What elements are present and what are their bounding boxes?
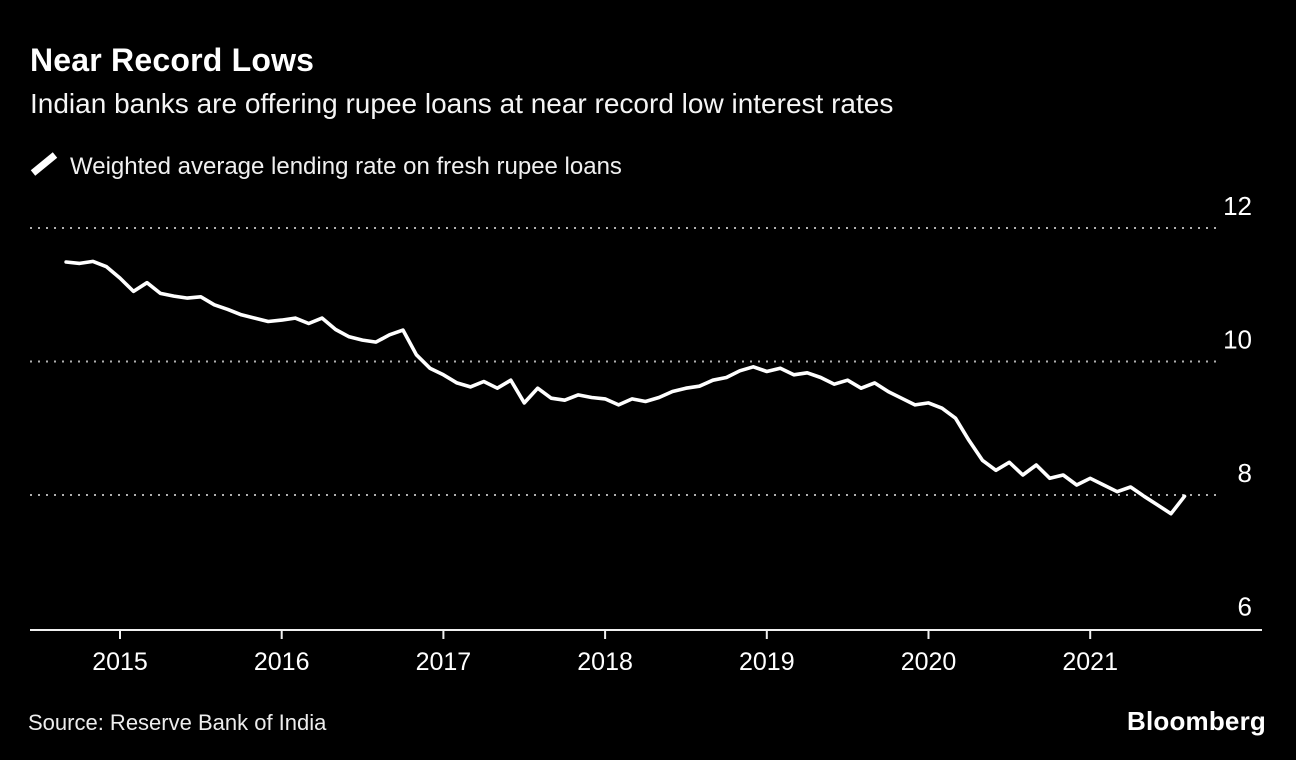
x-axis-label-2020: 2020 [901, 648, 957, 676]
y-axis-label-12: 12 [1223, 191, 1252, 221]
x-axis-label-2016: 2016 [254, 648, 310, 676]
y-axis-label-10: 10 [1223, 325, 1252, 355]
legend: Weighted average lending rate on fresh r… [30, 152, 622, 181]
x-axis-label-2019: 2019 [739, 648, 795, 676]
source-note: Source: Reserve Bank of India [28, 710, 327, 735]
y-axis-label-8: 8 [1238, 458, 1252, 488]
bloomberg-logo: Bloomberg [1126, 706, 1266, 736]
x-axis-label-2017: 2017 [416, 648, 472, 676]
x-axis-label-2018: 2018 [577, 648, 633, 676]
lending-rate-line-series [64, 259, 1187, 516]
y-axis-label-6: 6 [1238, 592, 1252, 622]
x-axis-label-2021: 2021 [1062, 648, 1118, 676]
chart-subtitle: Indian banks are offering rupee loans at… [30, 88, 894, 119]
x-axis-label-2015: 2015 [92, 648, 148, 676]
legend-label: Weighted average lending rate on fresh r… [70, 152, 622, 180]
chart-title: Near Record Lows [30, 42, 315, 78]
line-series-swatch-icon [30, 152, 58, 181]
